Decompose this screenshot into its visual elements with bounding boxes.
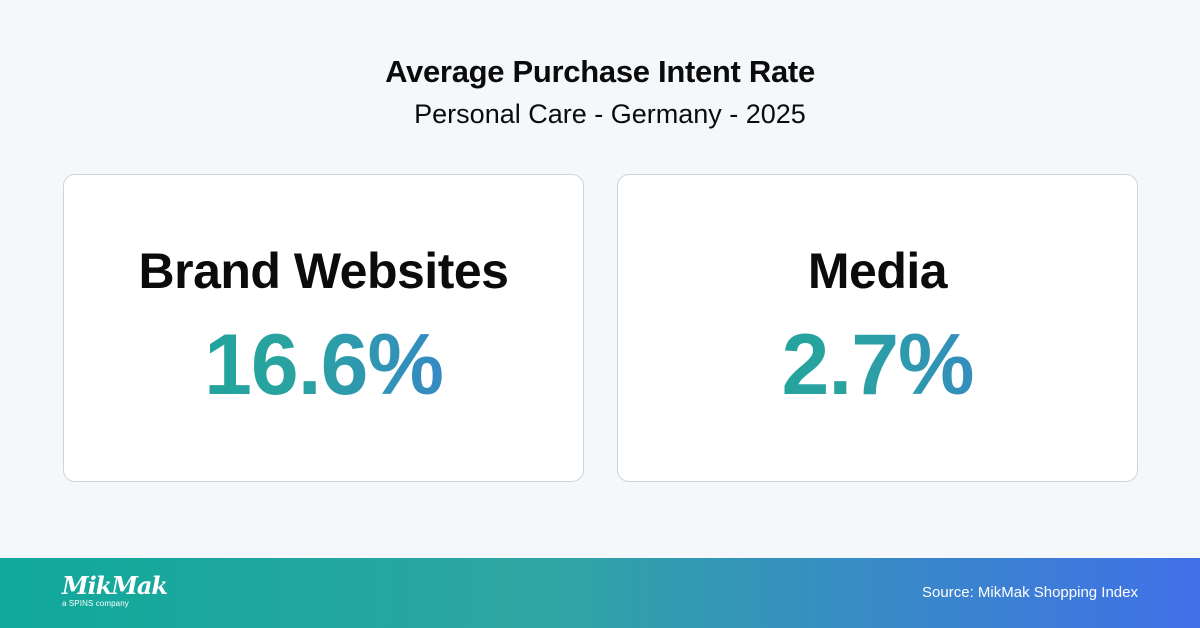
mikmak-logo: MikMak a SPINS company <box>62 571 168 609</box>
footer-bar: MikMak a SPINS company Source: MikMak Sh… <box>0 558 1200 628</box>
logo-tagline: a SPINS company <box>62 599 129 608</box>
stat-label: Media <box>807 243 948 299</box>
source-note: Source: MikMak Shopping Index <box>922 584 1138 601</box>
stat-card-brand-websites: Brand Websites 16.6% <box>63 174 584 482</box>
logo-wordmark: MikMak <box>62 571 168 600</box>
stat-card-media: Media 2.7% <box>617 174 1138 482</box>
stat-label: Brand Websites <box>138 243 509 299</box>
stat-value: 16.6% <box>64 315 583 415</box>
page-title: Average Purchase Intent Rate <box>385 54 815 89</box>
stat-value: 2.7% <box>618 315 1137 415</box>
header: Average Purchase Intent Rate Personal Ca… <box>0 52 1200 132</box>
page-subtitle: Personal Care - Germany - 2025 <box>414 99 806 129</box>
